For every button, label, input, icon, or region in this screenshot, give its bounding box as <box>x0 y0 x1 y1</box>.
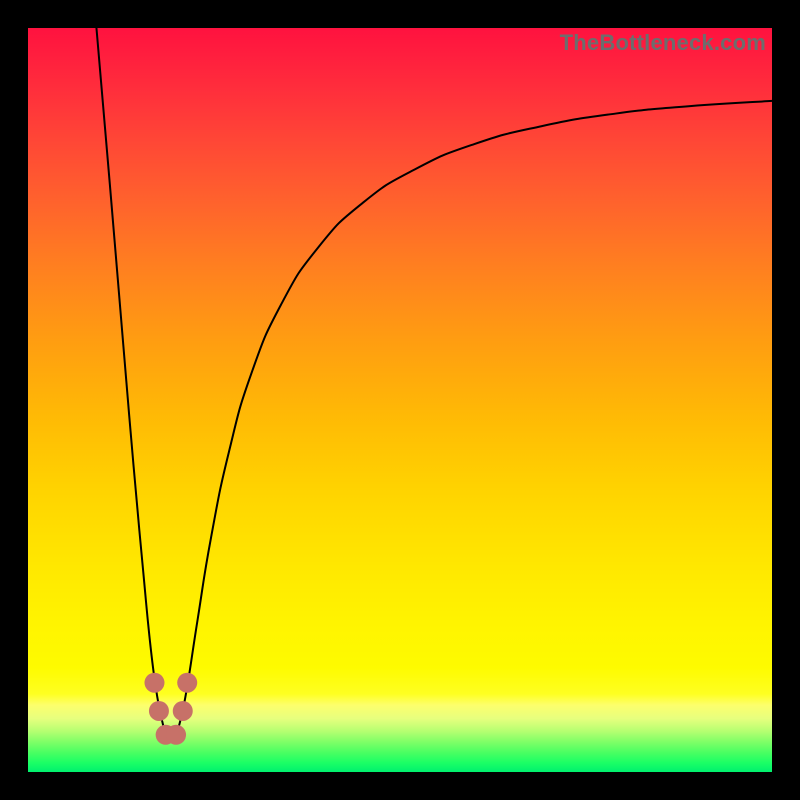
dip-marker <box>149 701 169 721</box>
chart-svg <box>28 28 772 772</box>
dip-marker <box>177 673 197 693</box>
gradient-background <box>28 28 772 772</box>
dip-marker <box>173 701 193 721</box>
frame-top <box>0 0 800 28</box>
plot-area: TheBottleneck.com <box>28 28 772 772</box>
frame-left <box>0 0 28 800</box>
frame-right <box>772 0 800 800</box>
dip-marker <box>144 673 164 693</box>
dip-marker <box>166 725 186 745</box>
chart-container: TheBottleneck.com <box>0 0 800 800</box>
frame-bottom <box>0 772 800 800</box>
watermark-label: TheBottleneck.com <box>560 30 766 56</box>
